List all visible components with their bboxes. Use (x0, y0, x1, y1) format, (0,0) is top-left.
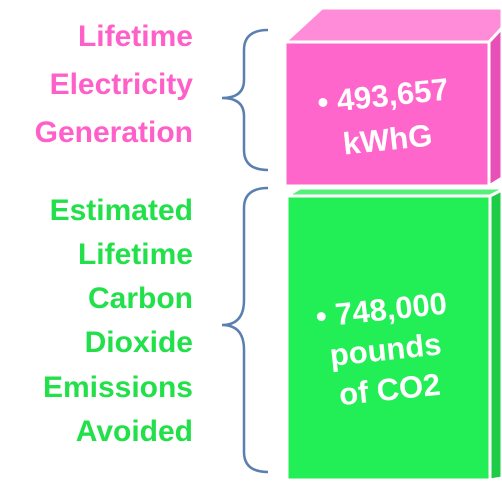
brace (221, 186, 269, 474)
box-front (285, 194, 492, 482)
electricity-box (281, 6, 502, 189)
label: Avoided (76, 415, 193, 448)
box-side (488, 188, 502, 482)
brace (221, 28, 269, 172)
label: Emissions (43, 371, 193, 404)
box-front (283, 40, 491, 188)
label: Estimated (50, 194, 193, 227)
label: Carbon (88, 282, 193, 315)
carbon-box (281, 186, 502, 482)
label: Lifetime (78, 238, 193, 271)
box-top (281, 6, 502, 44)
label: Dioxide (85, 326, 193, 359)
label: Lifetime (78, 20, 193, 53)
label: Electricity (50, 68, 194, 101)
box-side (487, 25, 502, 189)
label: Generation (35, 116, 193, 149)
